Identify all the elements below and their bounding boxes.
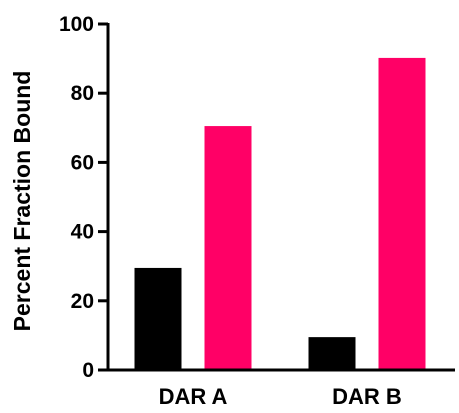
bar-dar-b-series-2	[378, 57, 426, 371]
y-tick-label-20: 20	[71, 290, 94, 313]
y-axis-ticks: 0 20 40 60 80 100	[59, 13, 108, 382]
category-labels: DAR A DAR B	[159, 384, 402, 409]
category-label-dar-a: DAR A	[159, 384, 228, 409]
bar-dar-a-series-1	[134, 267, 182, 370]
y-axis-title: Percent Fraction Bound	[9, 71, 35, 332]
y-tick-label-60: 60	[71, 151, 94, 174]
y-tick-label-100: 100	[59, 13, 94, 36]
y-tick-label-80: 80	[71, 82, 94, 105]
category-label-dar-b: DAR B	[332, 384, 402, 409]
bar-dar-a-series-2	[204, 126, 252, 370]
bars	[134, 57, 426, 371]
y-tick-label-40: 40	[71, 221, 94, 244]
bar-dar-b-series-1	[308, 337, 356, 370]
y-tick-label-0: 0	[82, 359, 94, 382]
